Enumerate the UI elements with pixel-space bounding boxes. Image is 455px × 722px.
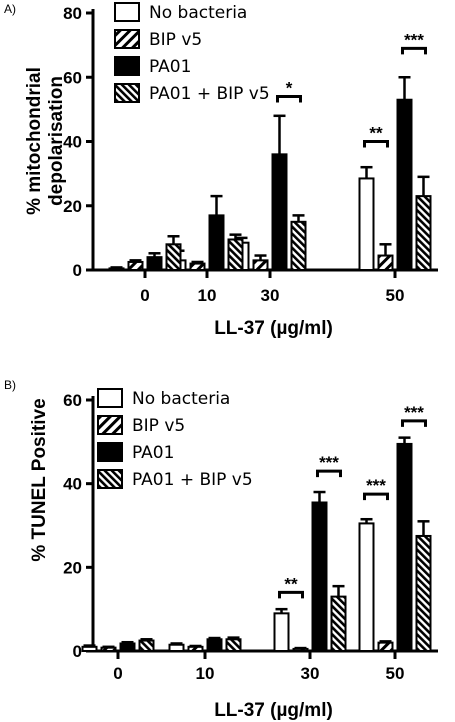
panel-b-y-tick-label-1: 20 — [63, 558, 82, 577]
panel-b-panel-label: B) — [4, 378, 16, 392]
panel-b-bar-s2-c2 — [311, 501, 328, 652]
panel-a-significance-label-0: * — [286, 79, 293, 98]
panel-b-legend-swatch-0 — [97, 388, 123, 408]
panel-b-x-tick-label-1: 10 — [196, 664, 215, 683]
panel-a-legend-label-1: BIP v5 — [149, 30, 202, 50]
panel-a-bar-s0-c0 — [108, 267, 125, 271]
panel-a-significance-bracket-1 — [363, 140, 389, 148]
panel-b-bar-s0-c3 — [358, 522, 375, 652]
panel-b-y-tick-label-2: 40 — [63, 475, 82, 494]
panel-a-x-axis-title: LL-37 (µg/ml) — [214, 318, 333, 339]
panel-b-legend-label-3: PA01 + BIP v5 — [132, 470, 253, 490]
panel-a-bar-s2-c3 — [396, 98, 413, 271]
panel-a-bar-s1-c0 — [127, 260, 144, 271]
panel-b-legend-swatch-2 — [97, 442, 123, 462]
panel-a-y-axis-title-line-2: depolarisation — [46, 76, 67, 206]
panel-a-legend-label-2: PA01 — [149, 57, 191, 77]
panel-b-significance-bracket-3 — [401, 419, 427, 427]
panel-b-x-tick-label-0: 0 — [113, 664, 122, 683]
panel-a-significance-bracket-2 — [401, 46, 427, 55]
panel-b-significance-label-0: ** — [284, 574, 298, 593]
panel-b-y-tick-label-3: 60 — [63, 391, 82, 410]
panel-b-legend-label-1: BIP v5 — [132, 416, 185, 436]
panel-b-bar-s1-c0 — [100, 646, 117, 652]
panel-a-bar-s3-c0 — [165, 243, 182, 272]
panel-b-bar-s0-c0 — [81, 645, 98, 652]
panel-b-x-tick-label-3: 50 — [386, 664, 405, 683]
panel-a-x-tick-label-0: 0 — [140, 286, 149, 305]
panel-b-bar-s0-c1 — [168, 643, 185, 652]
panel-a-bar-s3-c2 — [290, 220, 307, 271]
panel-b-chart: B) % TUNEL Positive 0 20 40 60 0 10 30 50 LL-37 (µ… — [4, 378, 438, 721]
panel-b-legend-swatch-3 — [97, 469, 123, 489]
panel-a-bar-s1-c2 — [252, 259, 269, 271]
panel-b-significance-label-3: *** — [404, 403, 424, 422]
panel-b-legend-swatch-1 — [97, 415, 123, 435]
panel-a-bar-s2-c1 — [208, 214, 225, 271]
panel-a-bar-s1-c1 — [189, 262, 206, 272]
panel-a-legend-swatch-1 — [114, 29, 140, 49]
panel-b-legend-label-0: No bacteria — [132, 389, 230, 409]
panel-b-bar-s3-c0 — [138, 639, 155, 653]
panel-a-y-tick-label-1: 20 — [63, 197, 82, 216]
panel-a-y-axis-title: % mitochondrialdepolarisation — [24, 67, 67, 215]
panel-b-bar-s2-c3 — [396, 442, 413, 652]
panel-a-y-tick-label-2: 40 — [63, 133, 82, 152]
panel-b-significance-bracket-1 — [316, 469, 342, 478]
panel-a-bar-s1-c3 — [377, 254, 394, 271]
panel-a-significance-bracket-0 — [276, 95, 302, 103]
panel-b-x-tick-label-2: 30 — [301, 664, 320, 683]
panel-a-bar-s3-c1 — [227, 238, 244, 271]
panel-a-x-tick-label-2: 30 — [261, 286, 280, 305]
panel-a-legend-swatch-2 — [114, 56, 140, 76]
panel-b-significance-label-1: *** — [319, 453, 339, 472]
panel-a-legend-label-0: No bacteria — [149, 3, 247, 23]
panel-a-legend-swatch-0 — [114, 2, 140, 22]
panel-b-bar-s3-c2 — [330, 595, 347, 652]
panel-a-panel-label: A) — [4, 2, 16, 16]
panel-a-bar-s3-c3 — [415, 195, 432, 271]
panel-b-significance-label-2: *** — [366, 476, 386, 495]
panel-b-bar-s2-c1 — [206, 638, 223, 653]
panel-b-bar-s1-c1 — [187, 645, 204, 652]
panel-b-bar-s2-c0 — [119, 642, 136, 652]
panel-b-significance-bracket-0 — [278, 590, 304, 599]
panel-b-bar-s0-c2 — [273, 612, 290, 652]
panel-a-significance-label-2: *** — [404, 30, 424, 49]
panel-b-bar-s3-c1 — [225, 638, 242, 653]
panel-a-y-tick-label-0: 0 — [73, 261, 82, 280]
panel-a-x-tick-label-3: 50 — [386, 286, 405, 305]
panel-a-y-axis-title-line-1: % mitochondrial — [24, 67, 45, 215]
panel-a-x-tick-label-1: 10 — [198, 286, 217, 305]
panel-a-legend-swatch-3 — [114, 83, 140, 103]
panel-a-y-tick-label-4: 80 — [63, 4, 82, 23]
panel-a-y-tick-label-3: 60 — [63, 68, 82, 87]
panel-a-significance-label-1: ** — [369, 124, 383, 143]
panel-b-legend-label-2: PA01 — [132, 443, 174, 463]
panel-a-legend-label-3: PA01 + BIP v5 — [149, 84, 270, 104]
panel-b-x-axis-title: LL-37 (µg/ml) — [214, 700, 333, 721]
panel-a-chart: A) % mitochondrialdepolarisation 0 20 40 60 80… — [4, 2, 438, 339]
panel-b-bar-s3-c3 — [415, 534, 432, 652]
panel-b-significance-bracket-2 — [363, 492, 389, 501]
panel-b-y-axis-title: % TUNEL Positive — [29, 398, 50, 561]
panel-a-bar-s0-c3 — [358, 177, 375, 272]
panel-a-bar-s2-c0 — [146, 256, 163, 271]
panel-b-bar-s1-c2 — [292, 647, 309, 652]
panel-b-bar-s1-c3 — [377, 641, 394, 653]
panel-b-y-tick-label-0: 0 — [73, 642, 82, 661]
panel-a-bar-s2-c2 — [271, 153, 288, 272]
